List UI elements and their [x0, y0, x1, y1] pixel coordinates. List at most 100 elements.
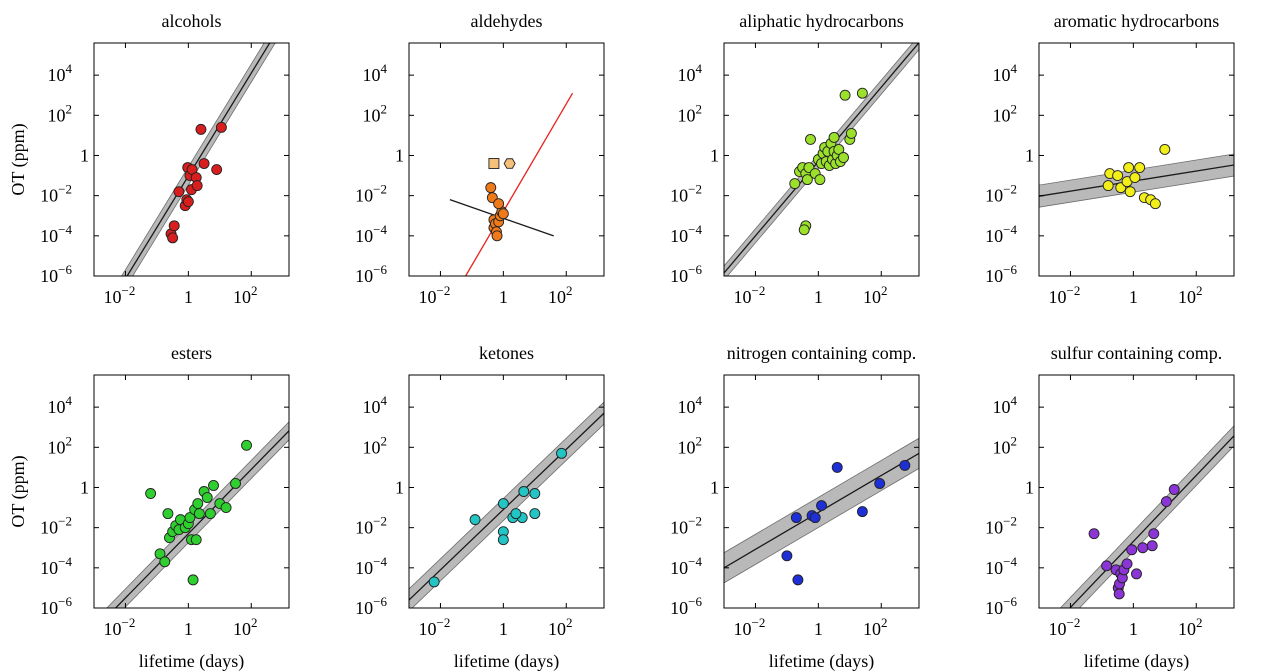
subplot-8: 104 102 1 10−2 10−4 10−6 10−2 1 102 sulfur contai…	[985, 343, 1235, 672]
x-tick-label: 102	[1178, 283, 1203, 307]
x-tick-label: 102	[863, 283, 888, 307]
data-point	[187, 574, 199, 586]
y-tick-label: 102	[678, 433, 703, 457]
data-point	[833, 144, 845, 155]
data-point	[167, 232, 179, 244]
y-tick-label-exponent: −4	[1003, 222, 1017, 237]
x-tick-label-exponent: 2	[881, 615, 888, 630]
y-tick-label: 10−2	[985, 182, 1017, 206]
y-tick-label: 104	[993, 61, 1018, 85]
axes-frame	[1038, 374, 1235, 609]
y-tick-label: 102	[993, 433, 1018, 457]
x-tick-label-exponent: −2	[437, 615, 451, 630]
y-tick-label: 10−2	[985, 514, 1017, 538]
x-tick-label-exponent: −2	[1067, 615, 1081, 630]
data-point	[529, 488, 541, 499]
y-tick-label-exponent: 2	[381, 433, 388, 448]
plot-area	[1039, 144, 1234, 210]
y-tick-label: 10−6	[985, 594, 1017, 618]
y-tick-label: 10−2	[670, 182, 702, 206]
data-point	[828, 131, 840, 143]
x-tick-label: 10−2	[419, 615, 451, 639]
y-tick-label-exponent: −6	[1003, 594, 1017, 609]
y-tick-label: 1	[1025, 145, 1034, 165]
subplot-3: 104 102 1 10−2 10−4 10−6 10−2 1 102 aliphatic hyd…	[670, 11, 920, 307]
data-point	[204, 508, 216, 520]
data-point	[839, 89, 851, 101]
x-tick-label: 102	[233, 615, 257, 639]
data-point	[182, 196, 194, 208]
x-tick-label: 1	[184, 287, 193, 307]
data-point	[1088, 528, 1100, 540]
data-point-square	[488, 158, 500, 169]
x-tick-label-exponent: 2	[566, 615, 573, 630]
data-point	[173, 186, 185, 198]
axes-frame	[1038, 42, 1235, 277]
x-tick-label: 1	[814, 287, 823, 307]
subplot-title: aliphatic hydrocarbons	[739, 11, 903, 31]
x-tick-label-exponent: −2	[752, 283, 766, 298]
x-tick-label: 102	[863, 615, 888, 639]
data-point	[805, 133, 816, 145]
data-point	[1159, 144, 1171, 155]
x-tick-label: 10−2	[734, 283, 766, 307]
y-tick-label-exponent: −4	[58, 222, 72, 237]
y-tick-label: 10−2	[40, 182, 72, 206]
y-tick-label: 102	[363, 101, 388, 125]
subplot-title: esters	[171, 343, 212, 363]
x-axis-label: lifetime (days)	[769, 651, 874, 672]
x-tick-label-exponent: 2	[251, 615, 257, 630]
y-tick-label-exponent: −4	[688, 222, 702, 237]
x-tick-label: 10−2	[734, 615, 766, 639]
x-tick-label: 102	[548, 615, 573, 639]
axes-frame	[723, 42, 920, 277]
subplot-5: 104 102 1 10−2 10−4 10−6 10−2 1 102 esters OT (ppm…	[8, 343, 290, 672]
y-tick-label-exponent: −4	[373, 222, 387, 237]
x-tick-label: 10−2	[104, 283, 136, 307]
subplot-title: nitrogen containing comp.	[727, 343, 916, 363]
subplot-title: ketones	[479, 343, 534, 363]
y-tick-label: 1	[710, 145, 719, 165]
y-tick-label: 104	[678, 393, 703, 417]
x-tick-label-exponent: 2	[881, 283, 888, 298]
x-tick-label: 10−2	[419, 283, 451, 307]
data-point	[899, 459, 911, 471]
x-axis-label: lifetime (days)	[454, 651, 559, 672]
y-tick-label: 10−6	[985, 262, 1017, 286]
x-tick-label: 1	[1129, 287, 1138, 307]
data-point	[241, 439, 252, 451]
axes-frame	[93, 374, 290, 609]
subplot-7: 104 102 1 10−2 10−4 10−6 10−2 1 102 nitrogen cont…	[670, 343, 920, 672]
y-tick-label: 10−6	[670, 262, 702, 286]
red-reference-line	[465, 92, 574, 276]
subplot-title: aromatic hydrocarbons	[1054, 11, 1219, 31]
y-tick-label: 10−4	[355, 222, 387, 246]
plot-area	[1059, 425, 1234, 608]
data-point	[809, 512, 821, 524]
data-point	[493, 198, 505, 210]
y-tick-label: 10−6	[40, 594, 72, 618]
y-tick-label-exponent: −2	[373, 514, 387, 529]
data-point	[154, 548, 166, 560]
y-tick-label-exponent: −6	[373, 594, 387, 609]
y-tick-label: 104	[48, 393, 73, 417]
subplot-2: 104 102 1 10−2 10−4 10−6 10−2 1 102 aldehydes	[355, 11, 605, 307]
y-tick-label: 10−2	[670, 514, 702, 538]
data-point	[1160, 496, 1172, 507]
data-point	[159, 556, 171, 568]
y-tick-label: 10−2	[355, 182, 387, 206]
y-tick-label: 1	[395, 145, 404, 165]
y-tick-label-exponent: 2	[1011, 101, 1018, 116]
y-tick-label: 102	[993, 101, 1018, 125]
y-tick-label-exponent: −2	[58, 514, 72, 529]
data-point	[208, 480, 219, 491]
x-axis-label: lifetime (days)	[1084, 651, 1189, 672]
y-axis-label: OT (ppm)	[8, 123, 29, 195]
plot-area	[724, 43, 919, 276]
data-point	[781, 550, 793, 562]
data-point	[192, 498, 204, 510]
x-tick-label-exponent: 2	[251, 283, 257, 298]
y-tick-label: 102	[363, 433, 388, 457]
y-tick-label: 1	[80, 477, 89, 497]
